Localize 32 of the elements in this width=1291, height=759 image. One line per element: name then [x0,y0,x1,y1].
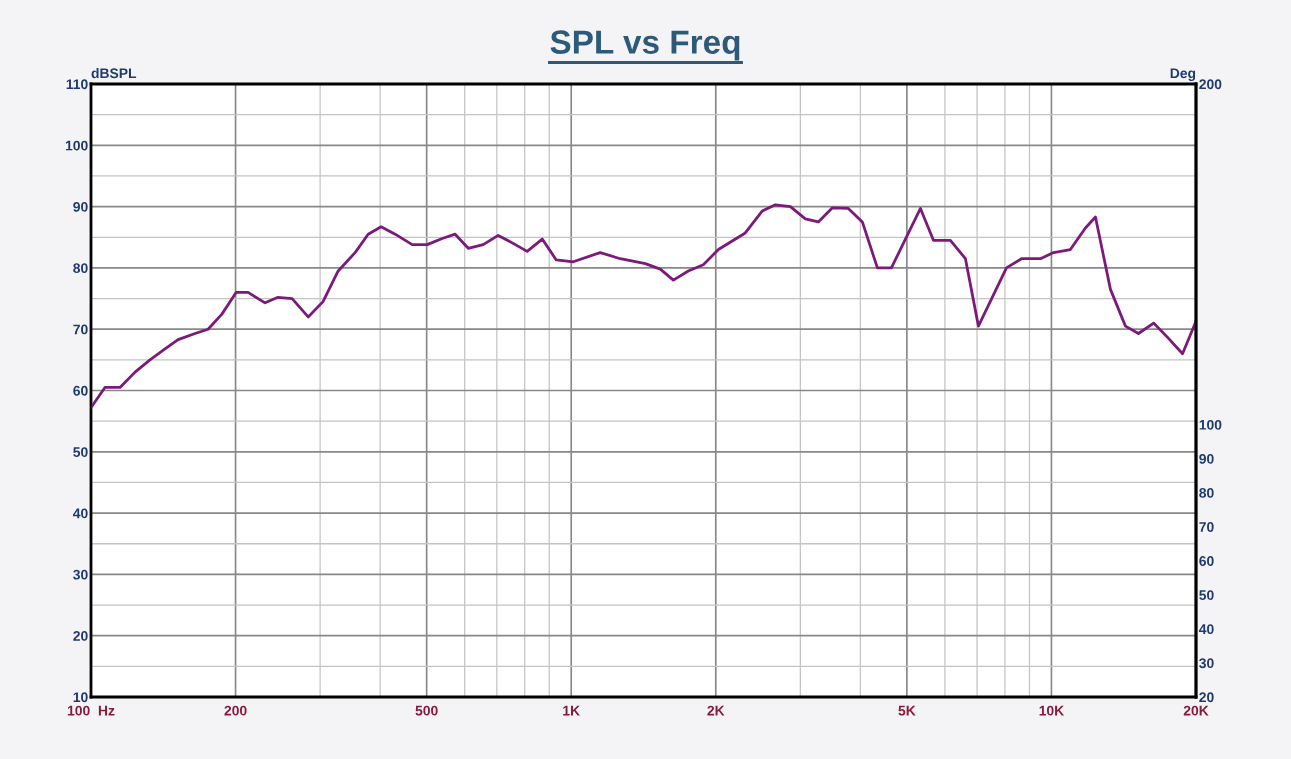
chart-title: SPL vs Freq [550,30,740,61]
y2-tick-label: 100 [1199,419,1222,430]
y-tick-label: 30 [73,569,88,580]
x-tick-label: 1K [563,705,580,716]
y2-tick-label: 200 [1199,79,1222,90]
y-tick-label: 40 [72,508,88,519]
y2-axis-title: Deg [1170,68,1196,81]
y-tick-label: 20 [73,631,88,641]
y2-tick-label: 70 [1199,522,1214,532]
x-tick-label: 2K [707,705,725,716]
x-tick-label: 20K [1183,705,1209,716]
y-tick-label: 90 [73,201,88,212]
x-tick-label: 200 [224,705,247,716]
y2-tick-label: 50 [1199,590,1214,600]
y2-tick-label: 30 [1199,658,1214,669]
x-tick-label: 10K [1039,705,1065,716]
y-tick-label: 80 [73,263,88,274]
y2-tick-label: 90 [1199,453,1214,464]
y-axis-title: dBSPL [91,67,137,79]
x-tick-label: 100 Hz [67,705,115,716]
y2-tick-label: 20 [1199,692,1214,703]
y-tick-label: 60 [73,385,88,396]
y-tick-label: 10 [73,692,88,703]
y-tick-label: 110 [66,79,88,90]
y-tick-label: 100 [65,140,88,151]
y-tick-label: 50 [73,447,88,457]
x-tick-label: 5K [898,705,916,716]
y2-tick-label: 60 [1199,556,1214,566]
y-tick-label: 70 [73,324,88,335]
y2-tick-label: 40 [1198,624,1214,635]
y2-tick-label: 80 [1199,488,1214,498]
x-tick-label: 500 [415,705,438,716]
